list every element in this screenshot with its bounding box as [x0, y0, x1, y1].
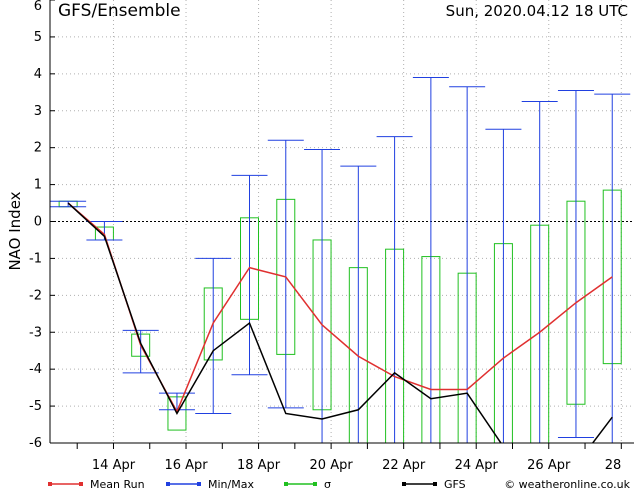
- x-tick-label: 22 Apr: [382, 458, 426, 473]
- gfs-line: [67, 202, 613, 443]
- legend-mean-label: Mean Run: [90, 478, 145, 490]
- legend-sigma-label: σ: [324, 478, 331, 490]
- y-tick-label: -3: [29, 325, 42, 340]
- x-tick-label: 18 Apr: [237, 458, 281, 473]
- legend-gfs-label: GFS: [444, 478, 466, 490]
- y-tick-label: 1: [34, 178, 42, 193]
- x-tick-label: 14 Apr: [92, 458, 136, 473]
- legend-gfs-marker-right: [433, 482, 437, 486]
- minmax-whiskers: [50, 77, 631, 443]
- copyright-text: © weatheronline.co.uk: [504, 478, 630, 490]
- x-tick-label: 16 Apr: [164, 458, 208, 473]
- y-tick-label: 3: [34, 104, 42, 119]
- legend-sigma-marker-left: [284, 482, 288, 486]
- y-tick-label: -4: [29, 362, 42, 377]
- legend-minmax-label: Min/Max: [208, 478, 254, 490]
- x-tick-label: 28: [605, 458, 622, 473]
- y-tick-label: 2: [34, 141, 42, 156]
- legend: Mean Run Min/Max σ GFS © weatheronline.c…: [48, 478, 631, 490]
- axes: -6 -5 -4 -3 -2 -1 0 1 2 3 4 5 6 14 Apr 16 Apr 18 Apr 20 …: [29, 0, 634, 473]
- y-tick-label: 5: [34, 30, 42, 45]
- legend-mean-marker-right: [79, 482, 83, 486]
- x-tick-label: 24 Apr: [455, 458, 499, 473]
- y-tick-label: -5: [29, 399, 42, 414]
- x-tick-label: 20 Apr: [310, 458, 354, 473]
- legend-gfs-marker-left: [402, 482, 406, 486]
- series-lines: [67, 202, 613, 443]
- legend-minmax-marker-right: [197, 482, 201, 486]
- y-tick-label: -6: [29, 436, 42, 451]
- grid-lines: [50, 0, 634, 443]
- y-tick-label: 0: [34, 215, 42, 230]
- y-tick-label: -1: [29, 251, 42, 266]
- y-tick-label: 6: [34, 0, 42, 14]
- legend-mean-marker-left: [48, 482, 52, 486]
- legend-sigma-marker-right: [313, 482, 317, 486]
- chart-title: GFS/Ensemble: [58, 1, 181, 21]
- y-tick-label: 4: [34, 67, 42, 82]
- y-tick-label: -2: [29, 288, 42, 303]
- sigma-boxes: [58, 189, 622, 444]
- chart-datetime: Sun, 2020.04.12 18 UTC: [446, 2, 628, 20]
- y-axis-title: NAO Index: [6, 191, 24, 270]
- x-tick-label: 26 Apr: [527, 458, 571, 473]
- legend-minmax-marker-left: [166, 482, 170, 486]
